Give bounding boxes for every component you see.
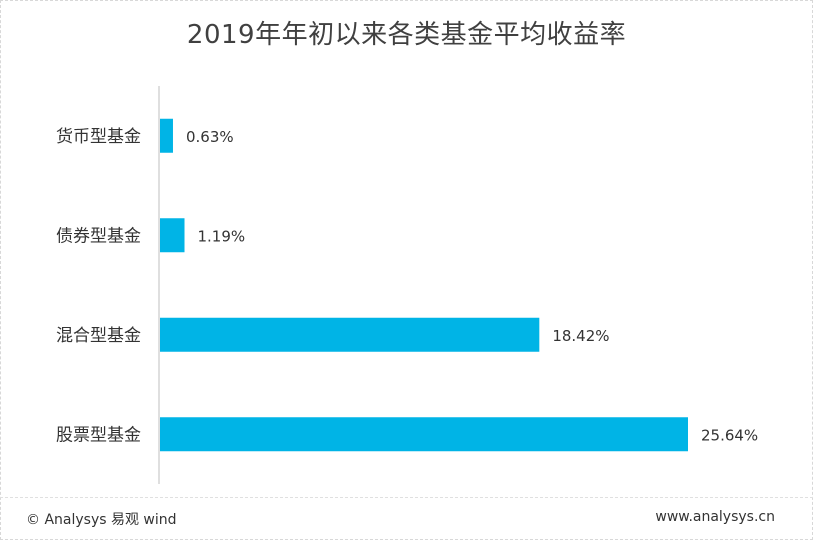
category-label: 债券型基金 (56, 226, 141, 246)
bar (160, 118, 173, 153)
chart-title: 2019年年初以来各类基金平均收益率 (186, 20, 627, 50)
category-label: 股票型基金 (56, 425, 141, 445)
source-credit: © Analysys 易观 wind (26, 512, 177, 528)
footer-divider (0, 497, 813, 498)
data-label: 1.19% (198, 227, 246, 245)
category-label: 混合型基金 (56, 326, 141, 346)
category-label: 货币型基金 (56, 127, 141, 147)
data-label: 0.63% (186, 128, 234, 146)
data-label: 25.64% (701, 426, 758, 444)
bar (160, 218, 185, 253)
bar (160, 417, 688, 452)
data-label: 18.42% (552, 327, 609, 345)
website-url: www.analysys.cn (655, 509, 775, 525)
bar (160, 317, 540, 352)
